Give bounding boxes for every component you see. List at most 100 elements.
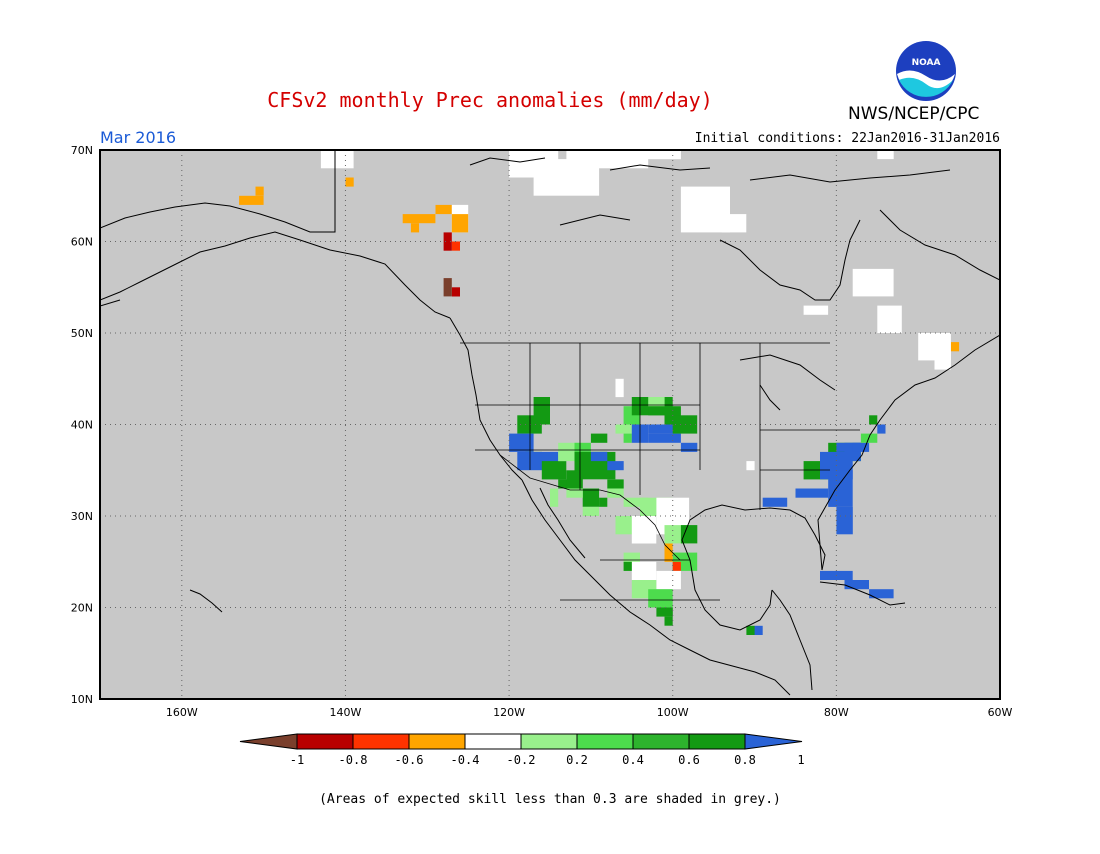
anomaly-cell-dark_red	[451, 287, 460, 297]
lon-label: 60W	[988, 706, 1013, 719]
anomaly-cell-white	[934, 351, 951, 370]
lon-label: 140W	[330, 706, 362, 719]
anomaly-cell-dark_green	[664, 616, 673, 626]
anomaly-cell-blue	[648, 433, 681, 443]
anomaly-cell-white	[746, 461, 755, 471]
anomaly-cell-red	[672, 561, 681, 571]
lon-label: 100W	[657, 706, 689, 719]
lat-label: 10N	[71, 693, 93, 706]
anomaly-cell-dark_green	[533, 397, 550, 425]
political-borders	[334, 150, 860, 601]
anomaly-cell-dark_green	[656, 607, 673, 617]
colorbar-swatch	[632, 733, 690, 750]
anomaly-cell-light_green	[623, 497, 649, 507]
anomaly-cell-dark_green	[590, 433, 608, 443]
colorbar-tick-label: -0.4	[451, 753, 480, 767]
anomaly-cell-white	[640, 150, 681, 160]
anomaly-cell-orange	[435, 204, 452, 215]
coastlines	[100, 150, 1000, 696]
colorbar-tick-label: -0.6	[395, 753, 424, 767]
lon-label: 120W	[493, 706, 525, 719]
skill-footnote: (Areas of expected skill less than 0.3 a…	[319, 792, 781, 807]
chart-title: CFSv2 monthly Prec anomalies (mm/day)	[0, 88, 1100, 112]
anomaly-cell-dark_green	[746, 625, 755, 635]
colorbar-tick-label: 0.8	[734, 753, 756, 767]
logo-lettering: NOAA	[912, 58, 941, 68]
anomaly-cell-white	[656, 570, 681, 590]
title-text: CFSv2 monthly Prec anomalies (mm/day)	[267, 88, 713, 112]
anomaly-cell-green	[648, 589, 673, 608]
colorbar-tick-label: 0.4	[622, 753, 644, 767]
anomaly-cell-white	[631, 561, 657, 581]
anomaly-cell-green	[574, 442, 591, 452]
anomaly-cell-dark_green	[869, 415, 878, 425]
anomaly-cell-light_green	[648, 397, 665, 407]
colorbar-arrow-high	[744, 733, 803, 750]
lon-label: 160W	[166, 706, 198, 719]
colorbar-tick-label: 0.6	[678, 753, 700, 767]
anomaly-cell-blue	[795, 488, 829, 498]
anomaly-cell-white	[566, 150, 649, 169]
colorbar-tick-label: 1	[797, 753, 804, 767]
colorbar-swatch	[576, 733, 634, 750]
anomaly-cell-dark_green	[672, 415, 698, 434]
map-frame	[99, 149, 1001, 700]
anomaly-cell-light_green	[582, 506, 600, 516]
anomaly-cell-orange	[239, 195, 264, 205]
anomaly-cell-white	[877, 150, 894, 160]
anomaly-cell-brown	[443, 278, 452, 297]
anomaly-cell-white	[877, 305, 902, 333]
colorbar-tick-label: -1	[290, 753, 304, 767]
anomaly-cell-green	[623, 433, 632, 443]
lat-label: 20N	[71, 602, 93, 615]
anomaly-cell-blue	[607, 461, 624, 471]
anomaly-cell-orange	[664, 543, 673, 562]
anomaly-cell-white	[852, 268, 894, 297]
anomaly-cell-dark_green	[566, 470, 583, 489]
anomaly-cell-dark_red	[443, 232, 452, 251]
lat-label: 50N	[71, 327, 93, 340]
anomaly-cell-dark_green	[680, 525, 698, 544]
forecast-month: Mar 2016	[100, 128, 176, 147]
lat-label: 40N	[71, 419, 93, 432]
anomaly-cell-dark_green	[582, 488, 600, 507]
agency-label: NWS/NCEP/CPC	[848, 104, 980, 124]
colorbar-swatch	[352, 733, 410, 750]
anomaly-cell-red	[451, 241, 460, 251]
anomaly-cell-dark_green	[541, 461, 567, 480]
noaa-logo: NOAA	[896, 41, 956, 101]
anomaly-cell-light_green	[615, 424, 632, 434]
anomaly-cell-orange	[451, 214, 469, 233]
colorbar-swatch	[688, 733, 746, 750]
anomaly-cell-dark_green	[623, 561, 632, 571]
anomaly-cell-light_green	[550, 488, 559, 507]
anomaly-cell-white	[631, 516, 657, 544]
anomaly-cell-blue	[509, 433, 534, 452]
anomaly-cell-orange	[345, 177, 354, 187]
anomaly-cell-blue	[648, 424, 681, 434]
anomaly-cell-dark_green	[607, 479, 624, 489]
anomaly-cell-blue	[680, 442, 698, 452]
latitude-labels: 70N 60N 50N 40N 30N 20N 10N	[71, 144, 93, 706]
anomaly-cell-blue	[754, 625, 763, 635]
anomaly-cell-blue	[828, 470, 853, 507]
lat-label: 30N	[71, 510, 93, 523]
colorbar-tick-label: -0.2	[507, 753, 536, 767]
anomaly-cell-white	[615, 378, 624, 398]
colorbar-tick-label: -0.8	[339, 753, 368, 767]
anomaly-cells	[239, 150, 960, 635]
anomaly-cell-blue	[836, 506, 853, 535]
colorbar-swatch	[520, 733, 578, 750]
anomaly-cell-orange	[410, 223, 420, 233]
anomaly-cell-white	[320, 150, 354, 169]
lon-label: 80W	[824, 706, 849, 719]
colorbar	[239, 733, 803, 750]
colorbar-arrow-low	[239, 733, 298, 750]
colorbar-tick-label: 0.2	[566, 753, 588, 767]
initial-conditions: Initial conditions: 22Jan2016-31Jan2016	[694, 131, 1000, 146]
lat-label: 70N	[71, 144, 93, 157]
anomaly-cell-light_green	[607, 488, 624, 498]
colorbar-swatch	[296, 733, 354, 750]
